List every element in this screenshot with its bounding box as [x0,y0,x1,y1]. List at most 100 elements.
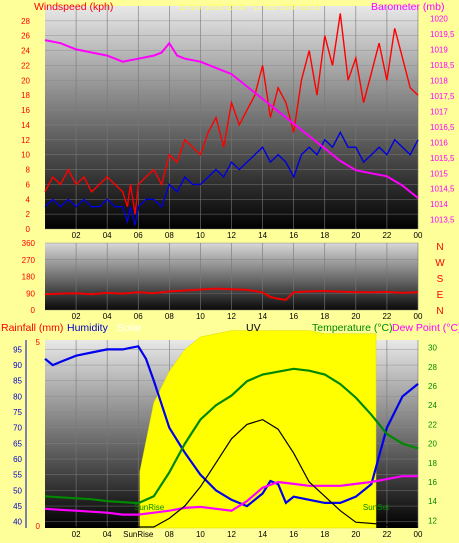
y-left-tick-label: 2 [26,210,31,219]
y-left-tick-label: 28 [21,17,30,26]
y-right-tick-label: 1020 [430,14,448,23]
y-left-tick-label: 26 [21,32,30,41]
y-right-tick-label: 12 [428,516,437,525]
y-left-tick-label: 90 [13,361,22,370]
y-left-tick-label: 20 [21,76,30,85]
y-right-tick-label: 1015 [430,169,448,178]
date-range-caption: 10 Nov 2008 00:00 - 11 Nov 2008 00:00 [178,3,320,12]
uv_trace-series-line [45,418,419,528]
compass-letter: E [437,290,444,301]
x-tick-label: 04 [103,530,112,539]
x-tick-label: 20 [351,231,360,240]
x-tick-label: 02 [72,231,81,240]
y-right-tick-label: 16 [428,478,437,487]
dewpoint-label: Dew Point (°C) [392,322,459,334]
x-tick-label: 20 [351,312,360,321]
y-right-tick-label: 1016 [430,138,448,147]
y-right-tick-label: 1014 [430,200,448,209]
y-right-tick-label: 1015,5 [430,154,455,163]
x-tick-label: 22 [382,231,391,240]
y-right-tick-label: 30 [428,344,437,353]
y-right-tick-label: 26 [428,382,437,391]
x-tick-label: 04 [103,312,112,321]
x-tick-label: 22 [382,530,391,539]
temperature-label: Temperature (°C) [312,322,393,334]
y-right-tick-label: 1014,5 [430,185,455,194]
humidity-label: Humidity [67,322,109,334]
windspeed-label: Windspeed (kph) [34,1,113,13]
y-right-tick-label: 1017,5 [430,92,455,101]
y-left-tick-label: 14 [21,121,30,130]
sunset-marker: SunSet [363,503,390,512]
y-left-tick-label: 40 [13,518,22,527]
y-right-tick-label: 22 [428,420,437,429]
y-right-tick-label: 1017 [430,107,448,116]
x-tick-label: 14 [258,231,267,240]
y-left-tick-label: 55 [13,471,22,480]
weather-panel-ticks: 4045505560657075808590951214161820222426… [13,338,437,539]
y-tick-label: 360 [22,239,36,248]
weather-panel-series: SunRise SunSet [44,330,419,529]
dewpoint-series-line [44,475,418,516]
y-left-tick-label: 75 [13,408,22,417]
y-right-tick-label: 18 [428,459,437,468]
compass-letter: N [436,306,443,317]
y-left-tick-label: 45 [13,502,22,511]
x-tick-label: 18 [320,530,329,539]
x-tick-label: 04 [103,231,112,240]
sunrise-marker: SunRise [134,503,165,512]
x-tick-label: SunRise [123,530,154,539]
y-left-tick-label: 4 [26,195,31,204]
y-left-tick-label: 24 [21,47,30,56]
x-tick-label: 00 [414,231,423,240]
humidity-series-line [44,345,419,508]
temperature-series-line [44,367,419,505]
y-right-tick-label: 28 [428,363,437,372]
y-left-tick-label: 50 [13,486,22,495]
y-left-tick-label: 60 [13,455,22,464]
rain-tick-label: 0 [36,522,41,531]
y-left-tick-label: 85 [13,377,22,386]
x-tick-label: 00 [414,312,423,321]
x-tick-label: 12 [227,312,236,321]
x-tick-label: 16 [289,312,298,321]
x-tick-label: 08 [165,231,174,240]
x-tick-label: 06 [134,312,143,321]
y-right-tick-label: 1018 [430,76,448,85]
y-right-tick-label: 1016,5 [430,123,455,132]
x-tick-label: 18 [320,231,329,240]
x-tick-label: 14 [258,312,267,321]
y-left-tick-label: 65 [13,439,22,448]
y-left-tick-label: 10 [21,151,30,160]
barometer-label: Barometer (mb) [371,1,445,13]
compass-letter: N [436,242,443,253]
x-tick-label: 12 [227,231,236,240]
x-tick-label: 02 [72,312,81,321]
y-right-tick-label: 1013,5 [430,216,455,225]
direction-series-line [44,287,419,301]
x-tick-label: 10 [196,312,205,321]
x-tick-label: 02 [72,530,81,539]
average-series-line [44,130,419,226]
y-left-tick-label: 0 [26,225,31,234]
y-tick-label: 90 [26,289,35,298]
gust-series-line [44,13,419,215]
y-left-tick-label: 70 [13,424,22,433]
y-left-tick-label: 18 [21,91,30,100]
direction-panel-ticks: 0 90 180 270 360 02 04 06 08 10 12 14 16 18 20 22 00 [22,239,423,321]
y-tick-label: 0 [31,306,36,315]
y-left-tick-label: 22 [21,61,30,70]
x-tick-label: 18 [320,312,329,321]
y-right-tick-label: 1018,5 [430,61,455,70]
y-left-tick-label: 6 [26,180,31,189]
compass-letter: S [437,274,444,285]
y-left-tick-label: 80 [13,392,22,401]
y-left-tick-label: 16 [21,106,30,115]
wind-panel-series [44,13,419,226]
x-tick-label: 20 [351,530,360,539]
x-tick-label: 22 [382,312,391,321]
y-right-tick-label: 14 [428,497,437,506]
y-tick-label: 180 [22,273,36,282]
